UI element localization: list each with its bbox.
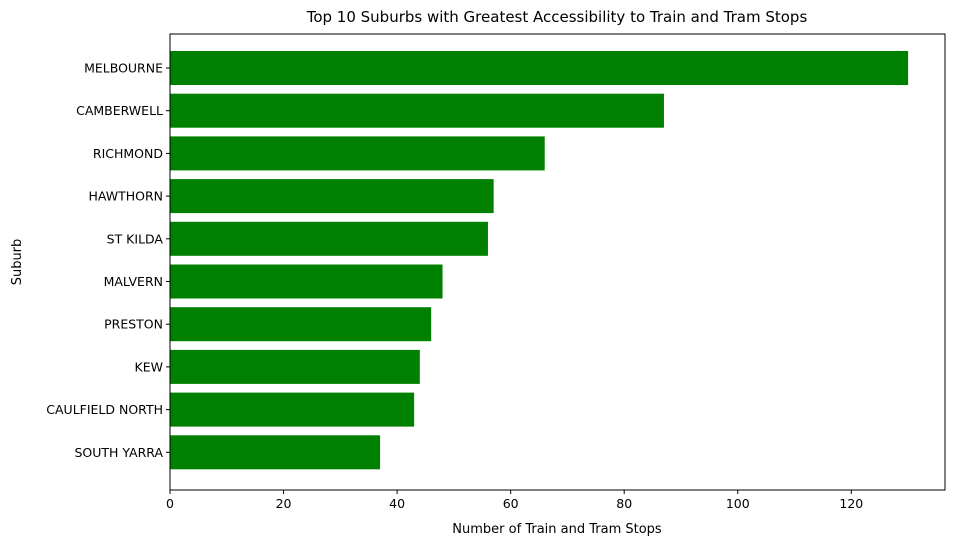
bar-camberwell [170,93,664,128]
bar-richmond [170,136,545,171]
bar-st-kilda [170,221,488,256]
x-tick-label: 40 [389,496,405,511]
x-tick-label: 60 [503,496,519,511]
bars-group [170,51,909,470]
y-tick-label: KEW [135,359,163,374]
x-ticks-group: 0 20 40 60 80 100 120 [166,490,863,511]
y-tick-label: RICHMOND [93,146,163,161]
bar-malvern [170,264,443,299]
x-tick-label: 0 [166,496,174,511]
y-tick-label: PRESTON [104,317,163,332]
y-tick-label: MALVERN [104,274,163,289]
bar-melbourne [170,51,909,85]
x-tick-label: 20 [276,496,292,511]
x-tick-label: 80 [616,496,632,511]
plot-frame [169,33,946,491]
y-axis-label: Suburb [10,239,25,286]
x-tick-label: 100 [726,496,750,511]
bar-south-yarra [170,435,381,470]
y-ticks-group: MELBOURNE CAMBERWELL RICHMOND HAWTHORN ST KI… [46,61,170,460]
chart-title: Top 10 Suburbs with Greatest Accessibili… [306,8,808,26]
bar-hawthorn [170,179,494,214]
y-tick-label: SOUTH YARRA [74,445,163,460]
y-tick-label: HAWTHORN [88,189,163,204]
bar-caulfield-north [170,392,415,427]
y-tick-label: CAULFIELD NORTH [46,402,163,417]
y-tick-label: MELBOURNE [84,61,163,76]
x-axis-label: Number of Train and Tram Stops [452,522,662,537]
bar-kew [170,349,420,384]
y-tick-label: CAMBERWELL [76,103,163,118]
x-tick-label: 120 [839,496,863,511]
y-tick-label: ST KILDA [107,231,164,246]
bar-preston [170,307,432,342]
